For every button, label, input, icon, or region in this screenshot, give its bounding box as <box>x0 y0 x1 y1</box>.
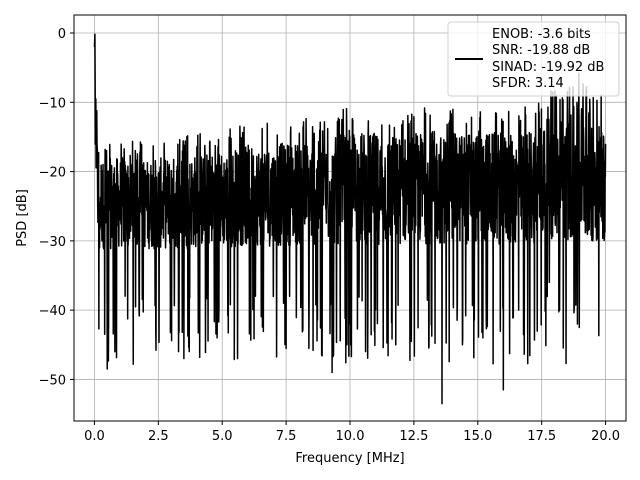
y-tick-label: 0 <box>58 27 66 42</box>
x-tick-label: 5.0 <box>212 429 233 444</box>
y-tick-label: −40 <box>39 304 66 319</box>
legend: ENOB: -3.6 bits SNR: -19.88 dB SINAD: -1… <box>447 21 620 97</box>
x-axis: 0.0 2.5 5.0 7.5 10.0 12.5 15.0 17.5 20.0 <box>84 421 620 444</box>
y-tick-label: −30 <box>39 235 66 250</box>
y-tick-label: −10 <box>39 96 66 111</box>
legend-line-sfdr: SFDR: 3.14 <box>492 76 564 91</box>
x-tick-label: 20.0 <box>591 429 620 444</box>
y-axis-title: PSD [dB] <box>15 189 30 247</box>
x-tick-label: 7.5 <box>276 429 297 444</box>
legend-line-snr: SNR: -19.88 dB <box>492 43 590 58</box>
legend-line-sinad: SINAD: -19.92 dB <box>492 60 604 75</box>
legend-line-enob: ENOB: -3.6 bits <box>492 27 591 42</box>
psd-series-line <box>93 33 607 405</box>
y-tick-label: −50 <box>39 373 66 388</box>
x-tick-label: 2.5 <box>148 429 169 444</box>
legend-box <box>447 21 620 97</box>
x-tick-label: 12.5 <box>399 429 428 444</box>
data-layer <box>93 33 607 405</box>
y-axis: 0 −10 −20 −30 −40 −50 <box>39 27 74 388</box>
x-axis-title: Frequency [MHz] <box>295 451 404 466</box>
x-tick-label: 0.0 <box>84 429 105 444</box>
x-tick-label: 17.5 <box>527 429 556 444</box>
y-tick-label: −20 <box>39 166 66 181</box>
x-tick-label: 15.0 <box>463 429 492 444</box>
x-tick-label: 10.0 <box>336 429 365 444</box>
